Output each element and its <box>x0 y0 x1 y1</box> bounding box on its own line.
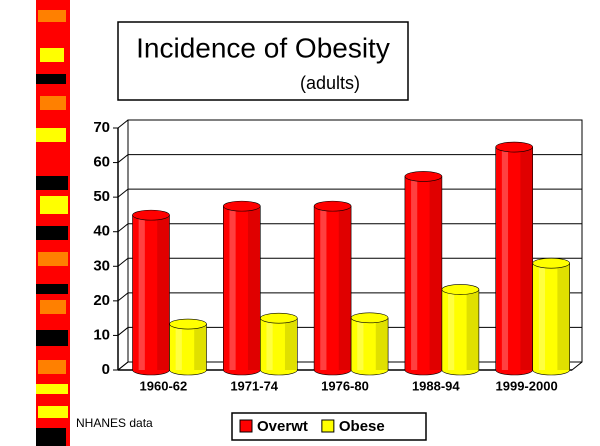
bar-top <box>404 171 443 182</box>
decor-stripe <box>36 0 70 446</box>
bar-highlight <box>411 176 418 370</box>
x-tick-label: 1960-62 <box>140 378 188 393</box>
bar-body <box>223 206 261 370</box>
y-tick-label: 30 <box>93 257 110 274</box>
bar-body <box>169 324 207 370</box>
legend-label: Obese <box>339 418 385 435</box>
bar <box>169 318 207 376</box>
legend-swatch <box>239 419 253 433</box>
y-tick-label: 60 <box>93 154 110 171</box>
x-tick-label: 1988-94 <box>412 378 460 393</box>
bar-shade <box>157 215 170 370</box>
bar-body <box>495 147 533 370</box>
bar-top <box>259 312 298 324</box>
bar-shade <box>338 206 352 370</box>
bar <box>259 312 298 376</box>
bar-top <box>441 284 480 295</box>
bar-highlight <box>175 324 182 370</box>
bar-top <box>350 312 389 324</box>
x-tick-label: 1971-74 <box>230 378 278 393</box>
bar-top <box>223 200 261 212</box>
bar-body <box>132 215 170 370</box>
bar <box>132 209 170 376</box>
bar-body <box>441 289 479 370</box>
bar <box>223 200 261 376</box>
source-note: NHANES data <box>76 416 153 430</box>
bar-shade <box>247 206 261 370</box>
title-box <box>117 21 409 101</box>
bar-shade <box>429 176 442 370</box>
y-tick-label: 70 <box>93 119 110 136</box>
bar-highlight <box>538 263 546 370</box>
bar-shade <box>557 263 570 370</box>
bar-highlight <box>266 318 273 370</box>
bar-top <box>169 318 207 330</box>
bar-highlight <box>448 289 455 370</box>
bar <box>495 141 534 376</box>
bar-top <box>532 257 571 269</box>
y-tick-label: 0 <box>102 361 110 378</box>
bar-highlight <box>357 317 364 370</box>
grid-line <box>117 119 582 129</box>
bar-shade <box>284 318 298 370</box>
legend-label: Overwt <box>257 418 308 435</box>
bar-body <box>314 206 352 370</box>
y-tick-label: 20 <box>93 292 110 309</box>
y-tick-label: 50 <box>93 188 110 205</box>
bar-body <box>351 317 389 370</box>
grid-line <box>117 154 582 163</box>
bar-body <box>404 176 442 370</box>
bar-top <box>495 141 534 153</box>
y-tick-label: 10 <box>93 326 110 343</box>
x-tick-label: 1999-2000 <box>496 378 558 393</box>
legend-swatch <box>321 419 335 433</box>
bar <box>313 200 352 376</box>
bar <box>532 257 571 376</box>
bar-body <box>532 263 570 370</box>
bar-shade <box>194 324 207 370</box>
x-tick-label: 1976-80 <box>321 378 369 393</box>
bar <box>404 171 443 376</box>
chart-title: Incidence of Obesity <box>136 32 390 63</box>
bar-shade <box>466 289 479 370</box>
bar-top <box>132 209 170 221</box>
bar-highlight <box>320 206 327 370</box>
bar <box>350 312 389 376</box>
y-tick-label: 40 <box>93 223 110 240</box>
bar-body <box>260 318 298 370</box>
bar-highlight <box>501 147 509 370</box>
bar-highlight <box>229 206 236 370</box>
bar-shade <box>520 147 533 370</box>
bar-top <box>313 200 352 212</box>
bar-highlight <box>138 215 145 370</box>
chart-subtitle: (adults) <box>300 73 360 93</box>
bar-shade <box>375 317 389 370</box>
bar <box>441 284 480 376</box>
